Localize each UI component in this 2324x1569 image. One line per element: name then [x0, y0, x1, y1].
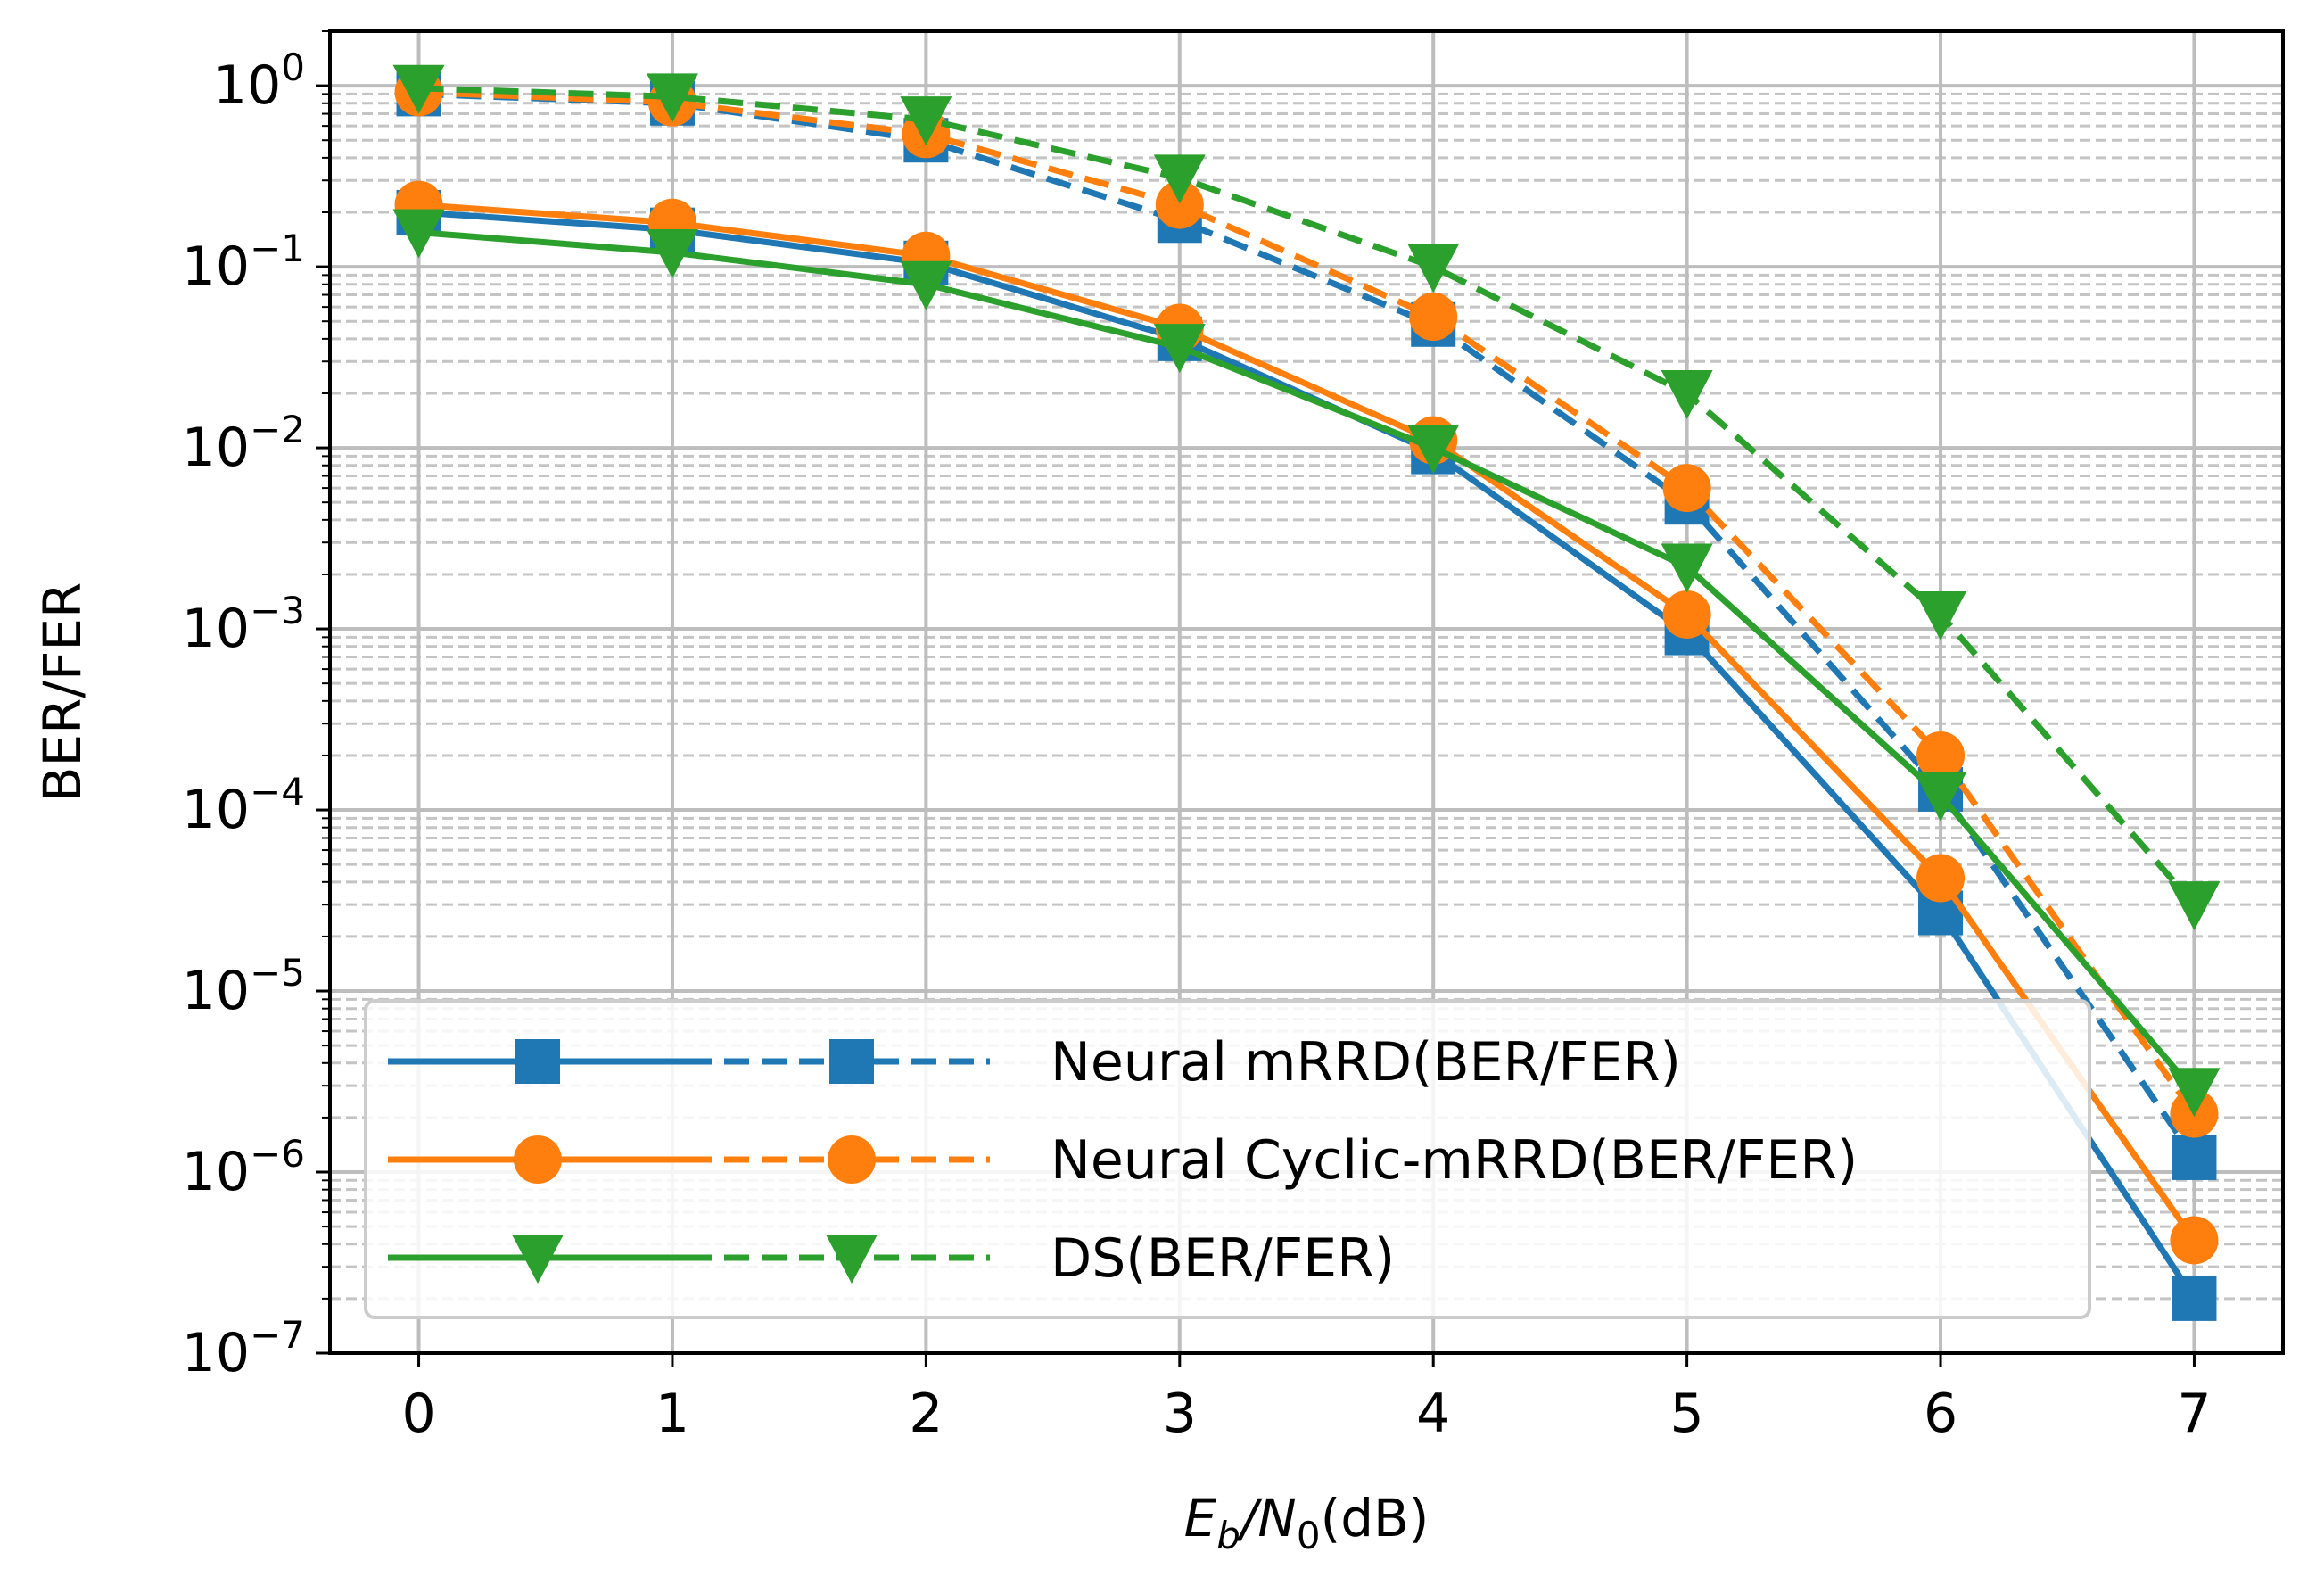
y-tick-label: 10−3: [182, 589, 305, 660]
series-4: [392, 209, 2221, 1118]
data-point: [646, 73, 698, 123]
series-line: [418, 85, 2197, 907]
data-point: [1407, 425, 1460, 475]
x-axis-label-e: E: [1184, 1488, 1217, 1548]
data-point: [1916, 731, 1966, 780]
legend-marker-solid: [515, 1039, 560, 1084]
legend-entry: DS(BER/FER): [388, 1227, 1395, 1290]
legend: Neural mRRD(BER/FER) Neural Cyclic-mRRD(B…: [364, 999, 2091, 1319]
series-line: [418, 202, 2197, 1243]
data-point: [1153, 154, 1206, 204]
x-tick-label: 4: [1416, 1383, 1450, 1445]
data-point: [2170, 1216, 2219, 1265]
data-point: [646, 229, 698, 279]
data-point: [1662, 464, 1711, 513]
y-tick-label: 10−5: [182, 951, 305, 1022]
x-tick-label: 7: [2177, 1383, 2211, 1445]
x-tick-label: 3: [1163, 1383, 1197, 1445]
legend-entry: Neural Cyclic-mRRD(BER/FER): [388, 1129, 1858, 1192]
y-tick-label: 10−1: [182, 227, 305, 298]
legend-marker-dashed: [826, 1235, 878, 1284]
legend-label: DS(BER/FER): [1051, 1227, 1395, 1290]
data-point: [2168, 881, 2221, 931]
data-point: [392, 209, 445, 259]
data-point: [1915, 772, 1967, 822]
data-point: [1915, 590, 1967, 640]
x-tick-label: 0: [401, 1383, 435, 1445]
series-layer: [392, 64, 2221, 1321]
series-5: [392, 64, 2221, 931]
data-point: [1662, 590, 1711, 639]
data-point: [900, 96, 952, 146]
data-point: [1407, 244, 1460, 293]
ticks: 0 1 2 3 4 5 6 7 100 10−1 10−2 10−3 10−4 10−5 10−6 10−7: [182, 30, 2212, 1445]
legend-entry: Neural mRRD(BER/FER): [388, 1031, 1681, 1094]
x-axis-label-unit: (dB): [1321, 1488, 1430, 1548]
legend-label: Neural mRRD(BER/FER): [1051, 1031, 1681, 1094]
y-tick-label: 10−2: [182, 408, 305, 479]
x-axis-label-slash-n: /N: [1236, 1488, 1297, 1548]
x-tick-label: 1: [655, 1383, 689, 1445]
x-tick-label: 6: [1924, 1383, 1957, 1445]
series-line: [418, 88, 2197, 1116]
y-axis-label: BER/FER: [32, 582, 93, 803]
data-point: [392, 64, 445, 114]
x-axis-label: Eb/N0(dB): [1184, 1488, 1430, 1557]
legend-marker-solid: [512, 1235, 564, 1284]
series-line: [418, 228, 2197, 1094]
y-tick-label: 10−7: [182, 1313, 305, 1384]
legend-marker-dashed: [828, 1135, 876, 1184]
y-tick-label: 10−4: [182, 770, 305, 841]
data-point: [1916, 854, 1966, 903]
x-axis-label-sub-b: b: [1216, 1514, 1240, 1557]
x-tick-label: 2: [909, 1383, 943, 1445]
y-tick-label: 100: [213, 45, 305, 117]
data-point: [1153, 324, 1206, 374]
data-point: [900, 260, 952, 310]
x-axis-label-sub-zero: 0: [1297, 1514, 1321, 1557]
data-point: [1155, 180, 1204, 229]
data-point: [2172, 1135, 2217, 1180]
data-point: [1661, 369, 1713, 419]
legend-marker-dashed: [829, 1039, 874, 1084]
legend-box: [364, 999, 2091, 1319]
legend-marker-solid: [514, 1135, 562, 1184]
y-tick-label: 10−6: [182, 1132, 305, 1203]
data-point: [1661, 543, 1713, 593]
series-line: [418, 90, 2197, 1160]
x-tick-label: 5: [1670, 1383, 1704, 1445]
plot-frame: [328, 29, 2285, 1355]
data-point: [2168, 1068, 2221, 1118]
data-point: [2172, 1276, 2217, 1321]
data-point: [1409, 293, 1458, 342]
legend-label: Neural Cyclic-mRRD(BER/FER): [1051, 1129, 1858, 1192]
